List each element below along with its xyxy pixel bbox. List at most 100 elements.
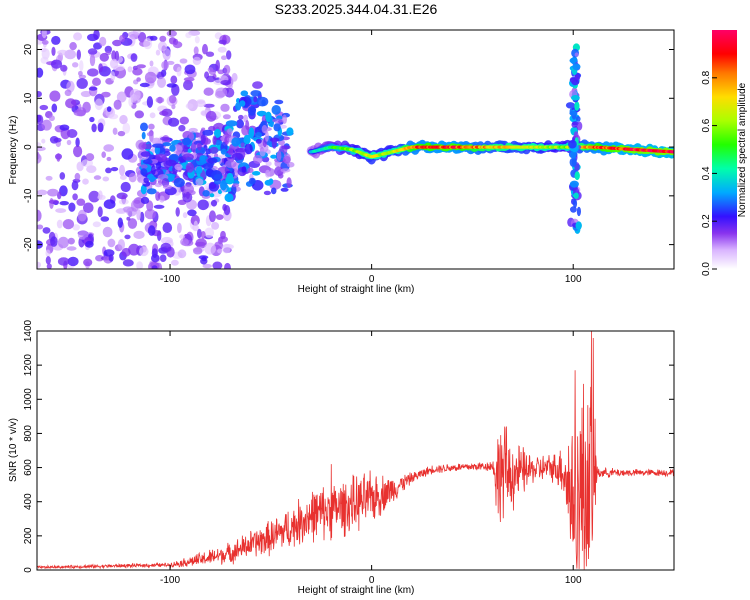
spectrogram-noise-blob — [117, 208, 124, 214]
spectrogram-noise-blob — [162, 222, 173, 233]
spectrogram-noise-blob — [192, 56, 202, 66]
spectrogram-noise-blob — [41, 119, 52, 131]
spectrogram-noise-blob — [130, 53, 138, 62]
spectrogram-cluster-blob — [152, 143, 164, 148]
snr-x-tick-label: 0 — [369, 575, 375, 586]
spectrogram-noise-blob — [113, 99, 122, 110]
spectrogram-noise-blob — [203, 103, 215, 108]
spectrogram-cluster-blob — [286, 177, 292, 189]
spectrogram-cluster-blob — [196, 166, 203, 174]
spectrogram-cluster-blob — [240, 90, 249, 97]
spectrogram-noise-blob — [77, 230, 89, 240]
spectrogram-cluster-blob — [274, 99, 284, 105]
spectrogram-noise-blob — [126, 216, 131, 221]
spectrogram-cluster-blob — [245, 120, 250, 130]
spectrogram-noise-blob — [53, 137, 62, 143]
snr-x-axis-label: Height of straight line (km) — [298, 585, 415, 596]
spectrogram-cluster-blob — [274, 166, 284, 176]
spectrogram-noise-blob — [109, 58, 119, 69]
spectrogram-noise-blob — [98, 63, 103, 73]
spectrogram-noise-blob — [87, 68, 99, 77]
spectrogram-burst-blob — [569, 77, 576, 83]
spectrogram-cluster-blob — [154, 145, 161, 155]
spectrogram-noise-blob — [92, 221, 101, 228]
spectrogram-cluster-blob — [141, 131, 146, 140]
spectrogram-noise-blob — [117, 130, 126, 137]
spectrogram-noise-blob — [51, 103, 58, 113]
spectrogram-cluster-blob — [249, 177, 256, 185]
spectrogram-noise-blob — [88, 86, 98, 91]
spectrogram-noise-blob — [195, 238, 207, 249]
spectrogram-noise-blob — [45, 256, 51, 265]
spectrogram-noise-blob — [68, 202, 76, 212]
spectrogram-noise-blob — [110, 71, 116, 82]
spectrogram-x-tick-label: 0 — [369, 274, 375, 285]
spectrogram-noise-blob — [168, 117, 180, 127]
spectrogram-cluster-blob — [146, 188, 157, 195]
spectrogram-cluster-blob — [140, 164, 148, 169]
spectrogram-noise-blob — [37, 224, 44, 230]
spectrogram-noise-blob — [138, 32, 147, 43]
colorbar-tick-label: 0.6 — [701, 118, 712, 132]
spectrogram-noise-blob — [37, 209, 42, 222]
spectrogram-y-ticks: -20 -10 0 10 20 — [23, 44, 674, 252]
spectrogram-noise-blob — [89, 54, 96, 67]
spectrogram-cluster-blob — [140, 122, 148, 132]
spectrogram-cluster-blob — [253, 96, 258, 103]
spectrogram-noise-blob — [220, 103, 230, 112]
spectrogram-burst-blob — [576, 121, 583, 131]
spectrogram-noise-blob — [184, 64, 196, 75]
spectrogram-noise-blob — [108, 113, 119, 120]
spectrogram-noise-blob — [76, 49, 82, 60]
spectrogram-noise-blob — [139, 82, 150, 88]
spectrogram-noise-blob — [108, 254, 114, 262]
spectrogram-y-tick-label: 0 — [23, 144, 34, 150]
spectrogram-noise-blob — [170, 75, 178, 84]
spectrogram-noise-blob — [122, 122, 131, 134]
spectrogram-noise-blob — [100, 216, 110, 222]
spectrogram-cluster-blob — [282, 155, 291, 164]
spectrogram-cluster-blob — [252, 171, 261, 176]
spectrogram-noise-blob — [91, 123, 97, 133]
spectrogram-noise-blob — [72, 62, 79, 68]
spectrogram-noise-blob — [223, 64, 231, 75]
spectrogram-noise-blob — [202, 43, 208, 55]
spectrogram-noise-blob — [157, 41, 168, 52]
spectrogram-cluster-blob — [202, 129, 214, 136]
spectrogram-noise-blob — [149, 60, 154, 67]
spectrogram-y-tick-label: -10 — [23, 188, 34, 203]
spectrogram-cluster-blob — [188, 127, 198, 133]
spectrogram-noise-blob — [222, 243, 231, 254]
spectrogram-noise-blob — [220, 230, 226, 240]
snr-y-tick-label: 200 — [23, 527, 34, 544]
spectrogram-cluster-blob — [247, 167, 254, 174]
spectrogram-noise-blob — [193, 46, 199, 55]
spectrogram-burst-blob — [568, 139, 577, 149]
spectrogram-noise-blob — [143, 38, 153, 50]
spectrogram-noise-blob — [169, 94, 177, 104]
spectrogram-noise-blob — [159, 254, 167, 262]
spectrogram-cluster-blob — [269, 117, 274, 128]
spectrogram-noise-blob — [88, 190, 100, 203]
spectrogram-noise-blob — [215, 59, 220, 72]
spectrogram-noise-blob — [40, 47, 47, 53]
spectrogram-noise-blob — [76, 198, 86, 206]
spectrogram-noise-blob — [124, 234, 131, 240]
spectrogram-cluster-blob — [265, 161, 272, 167]
spectrogram-cluster-blob — [183, 144, 189, 154]
spectrogram-noise-blob — [136, 261, 143, 269]
spectrogram-noise-blob — [177, 222, 182, 234]
snr-x-tick-label: 100 — [565, 575, 582, 586]
spectrogram-cluster-blob — [165, 159, 177, 167]
spectrogram-noise-blob — [222, 114, 231, 120]
spectrogram-burst-blob — [575, 116, 581, 122]
spectrogram-cluster-blob — [197, 143, 202, 151]
spectrogram-noise-blob — [121, 148, 134, 160]
spectrogram-noise-blob — [112, 39, 123, 47]
colorbar-tick-label: 0.0 — [701, 262, 712, 276]
spectrogram-noise-blob — [172, 41, 183, 49]
spectrogram-burst-blob — [572, 63, 581, 71]
spectrogram-noise-blob — [119, 164, 125, 177]
spectrogram-noise-blob — [56, 153, 61, 162]
spectrogram-noise-blob — [220, 80, 232, 86]
